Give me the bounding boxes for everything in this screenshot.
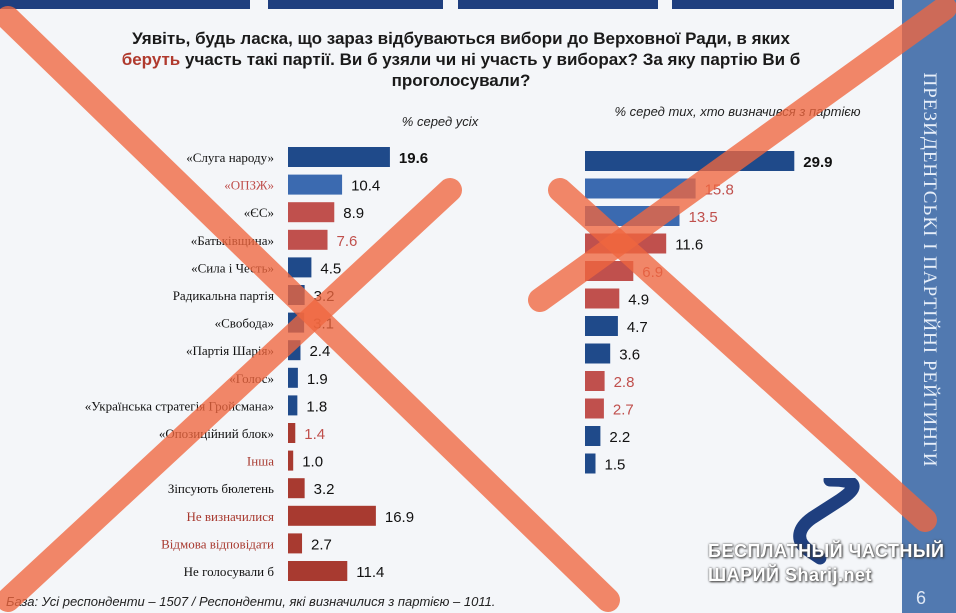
left-bar-4 — [288, 257, 312, 278]
right-bar-1 — [585, 178, 696, 199]
right-bar-10 — [585, 426, 601, 446]
right-bar-11 — [585, 453, 596, 474]
right-value-label-6: 4.7 — [627, 319, 648, 336]
left-value-label-15: 11.4 — [356, 564, 384, 581]
left-bar-7 — [288, 340, 301, 361]
category-label-11: Інша — [247, 454, 274, 469]
right-bar-5 — [585, 288, 620, 309]
right-value-label-2: 13.5 — [689, 209, 718, 226]
left-value-label-7: 2.4 — [309, 343, 330, 360]
sidebar-title: ПРЕЗИДЕНТСЬКІ І ПАРТІЙНІ РЕЙТИНГИ — [919, 72, 940, 468]
right-value-label-5: 4.9 — [628, 292, 649, 309]
category-label-10: «Опозиційний блок» — [159, 426, 274, 441]
left-value-label-8: 1.9 — [307, 371, 328, 388]
category-label-6: «Свобода» — [215, 316, 274, 331]
right-bar-8 — [585, 371, 605, 391]
left-bar-3 — [288, 229, 328, 250]
right-value-label-10: 2.2 — [609, 429, 630, 446]
left-bar-6 — [288, 312, 305, 333]
left-value-label-2: 8.9 — [343, 205, 364, 222]
right-bar-3 — [585, 233, 667, 254]
bar-charts: 19.6 «Слуга народу» 10.4 «ОПЗЖ» 8.9 «ЄС» 7.6 «Б… — [85, 147, 833, 581]
category-label-14: Відмова відповідати — [161, 536, 274, 551]
left-bar-10 — [288, 423, 296, 443]
left-bar-12 — [288, 478, 305, 499]
left-bar-11 — [288, 450, 294, 471]
right-value-label-1: 15.8 — [705, 182, 734, 199]
page-number: 6 — [916, 588, 927, 608]
right-value-label-9: 2.7 — [613, 402, 634, 419]
left-value-label-6: 3.1 — [313, 316, 334, 333]
left-value-label-12: 3.2 — [314, 481, 335, 498]
category-label-4: «Сила і Честь» — [191, 260, 274, 275]
top-tab-1 — [0, 0, 250, 9]
watermark-name: ШАРИЙ — [708, 565, 780, 585]
left-bar-5 — [288, 285, 305, 305]
left-value-label-13: 16.9 — [385, 509, 414, 526]
category-label-1: «ОПЗЖ» — [224, 178, 274, 193]
left-value-label-3: 7.6 — [337, 233, 358, 250]
right-bar-0 — [585, 151, 795, 171]
right-bar-7 — [585, 343, 611, 364]
right-value-label-4: 6.9 — [642, 264, 663, 281]
left-value-label-9: 1.8 — [306, 398, 327, 415]
right-value-label-8: 2.8 — [614, 374, 635, 391]
category-label-8: «Голос» — [229, 371, 274, 386]
left-bar-0 — [288, 147, 390, 167]
watermark-line-1: БЕСПЛАТНЫЙ ЧАСТНЫЙ — [708, 541, 945, 561]
watermark-site: Sharij.net — [784, 565, 873, 585]
left-value-label-14: 2.7 — [311, 536, 332, 553]
right-bar-6 — [585, 316, 618, 336]
watermark-line-2: ШАРИЙ Sharij.net — [708, 565, 872, 586]
top-tab-2 — [268, 0, 443, 9]
left-value-label-1: 10.4 — [351, 178, 380, 195]
right-value-label-0: 29.9 — [803, 154, 832, 171]
left-value-label-10: 1.4 — [304, 426, 325, 443]
right-bar-9 — [585, 398, 604, 419]
category-label-2: «ЄС» — [244, 205, 274, 220]
category-label-9: «Українська стратегія Гройсмана» — [85, 398, 274, 413]
left-bar-8 — [288, 367, 298, 388]
category-label-12: Зіпсують бюлетень — [168, 481, 274, 496]
right-value-label-3: 11.6 — [675, 237, 703, 254]
right-bar-4 — [585, 261, 634, 281]
category-label-13: Не визначилися — [186, 509, 274, 524]
footer-base-note: База: Усі респонденти – 1507 / Респонден… — [6, 594, 496, 609]
left-value-label-5: 3.2 — [314, 288, 335, 305]
left-bar-1 — [288, 174, 343, 195]
right-value-label-7: 3.6 — [619, 347, 640, 364]
left-bar-2 — [288, 202, 335, 223]
left-bar-13 — [288, 505, 376, 526]
category-label-5: Радикальна партія — [173, 288, 274, 303]
left-bar-15 — [288, 561, 348, 581]
left-bar-9 — [288, 395, 298, 416]
category-label-15: Не голосували б — [184, 564, 275, 579]
left-value-label-11: 1.0 — [302, 454, 323, 471]
category-label-0: «Слуга народу» — [186, 150, 274, 165]
left-value-label-4: 4.5 — [320, 260, 341, 277]
left-value-label-0: 19.6 — [399, 150, 428, 167]
category-label-3: «Батьківщина» — [191, 233, 274, 248]
left-bar-14 — [288, 533, 303, 554]
category-label-7: «Партія Шарія» — [186, 343, 274, 358]
right-value-label-11: 1.5 — [605, 457, 626, 474]
right-bar-2 — [585, 206, 680, 226]
